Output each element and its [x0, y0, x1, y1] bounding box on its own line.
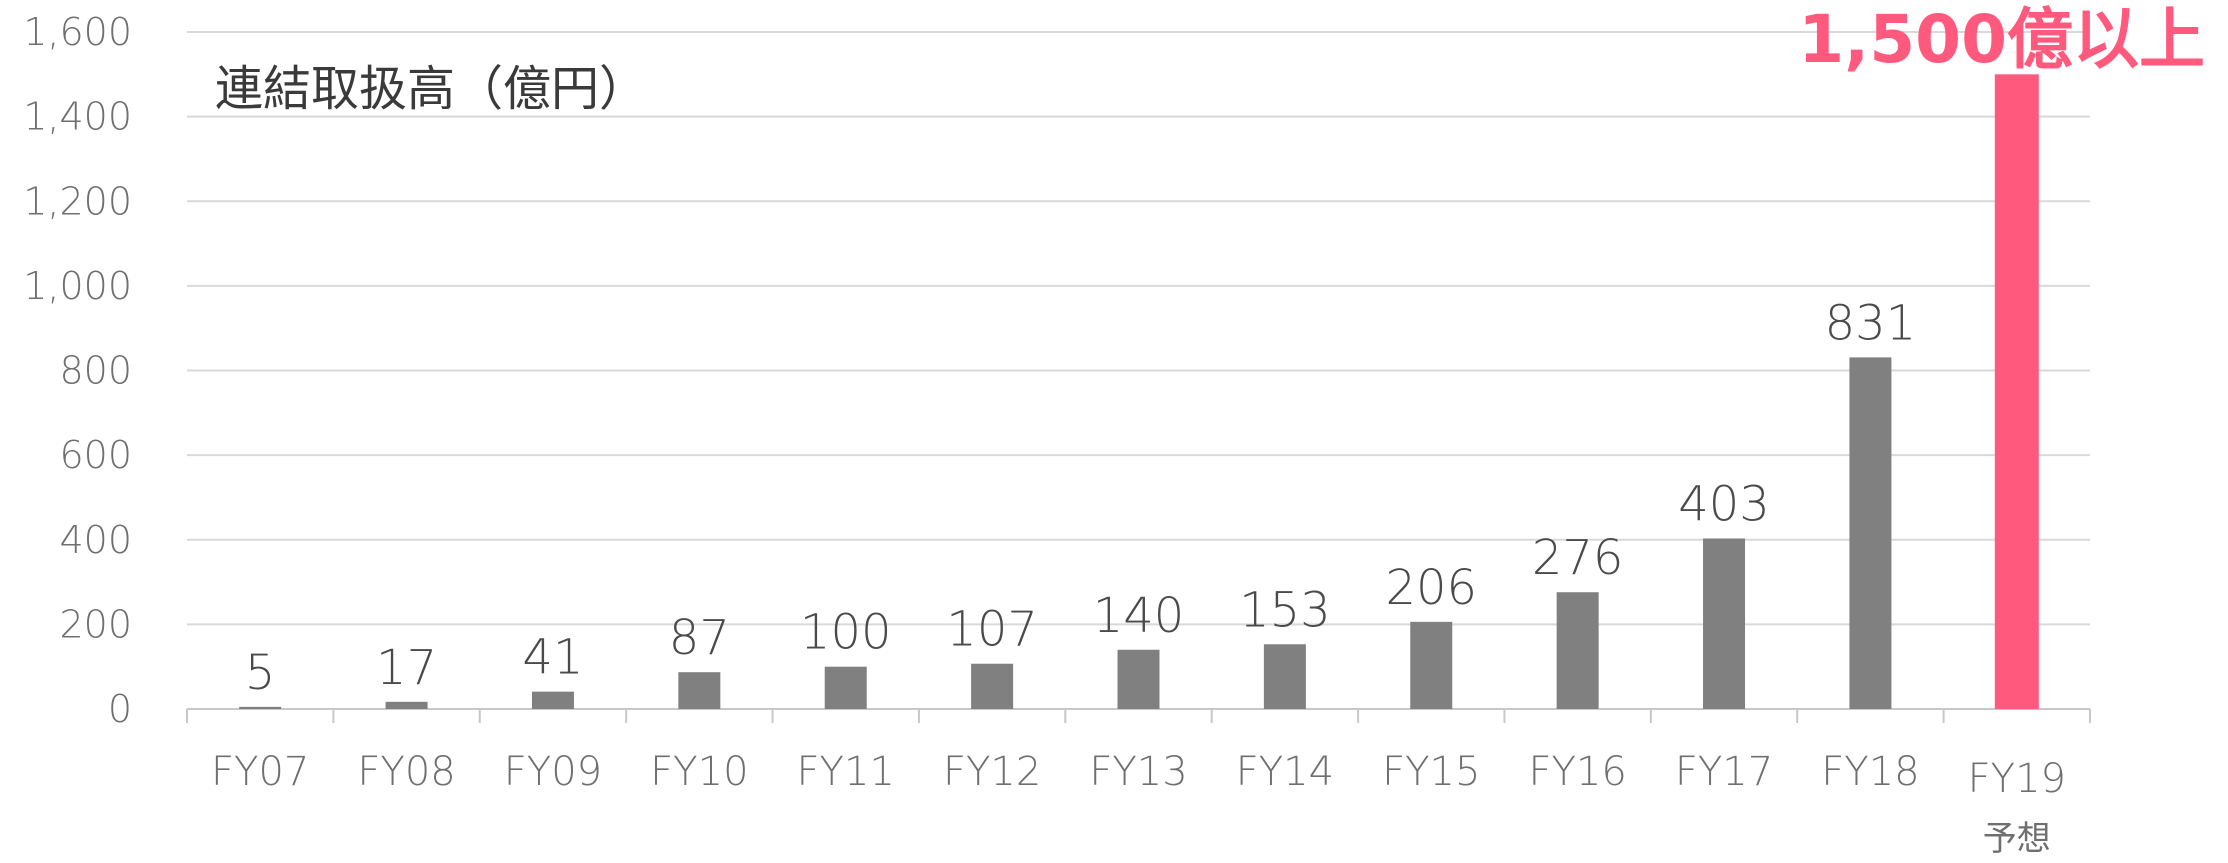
forecast-callout: 1,500億以上 [1798, 1, 2205, 78]
y-tick-label: 1,400 [23, 95, 132, 139]
bar-FY19 [1994, 74, 2039, 709]
x-label-FY17: FY17 [1675, 749, 1773, 795]
x-label-FY11: FY11 [797, 749, 895, 795]
x-label-FY18: FY18 [1821, 749, 1919, 795]
x-label-FY14: FY14 [1236, 749, 1334, 795]
bar-FY09 [531, 691, 574, 709]
bar-FY17 [1703, 538, 1746, 709]
y-tick-label: 600 [59, 433, 132, 477]
data-label-FY17: 403 [1678, 476, 1770, 532]
x-label-FY13: FY13 [1089, 749, 1187, 795]
x-label-FY12: FY12 [943, 749, 1041, 795]
y-tick-label: 1,000 [23, 264, 132, 308]
x-label-FY15: FY15 [1382, 749, 1480, 795]
data-label-FY12: 107 [946, 602, 1038, 658]
data-label-FY15: 206 [1385, 560, 1477, 616]
data-label-FY14: 153 [1239, 582, 1331, 638]
bar-FY15 [1410, 621, 1453, 709]
y-tick-label: 400 [59, 518, 132, 562]
y-tick-label: 200 [59, 602, 132, 646]
x-label-FY16: FY16 [1528, 749, 1626, 795]
data-label-FY11: 100 [800, 605, 892, 661]
bar-FY08 [385, 701, 428, 709]
x-label-FY19: FY19 [1968, 756, 2066, 802]
data-label-FY10: 87 [669, 610, 730, 666]
chart-title: 連結取扱高（億円） [215, 61, 647, 117]
bar-FY07 [239, 706, 282, 709]
bar-FY14 [1263, 644, 1306, 709]
x-axis-ticks: FY07 FY08 FY09 FY10 FY11 FY12 FY13 FY14 FY15 FY16… [186, 709, 2091, 859]
x-label-FY07: FY07 [211, 749, 309, 795]
bar-FY12 [971, 663, 1014, 709]
bar-FY13 [1117, 649, 1160, 709]
x-sublabel-FY19: 予想 [1983, 819, 2051, 859]
bar-FY10 [678, 672, 721, 709]
x-label-FY08: FY08 [357, 749, 455, 795]
data-label-FY16: 276 [1532, 530, 1624, 586]
data-label-FY18: 831 [1825, 295, 1917, 351]
y-tick-label: 800 [59, 349, 132, 393]
bar-FY16 [1556, 592, 1599, 709]
x-label-FY09: FY09 [504, 749, 602, 795]
y-axis-ticks: 0 200 400 600 800 1,000 1,200 1,400 1,600 [23, 10, 132, 731]
bar-FY11 [824, 666, 867, 709]
data-label-FY08: 17 [376, 640, 437, 696]
data-label-FY09: 41 [522, 630, 583, 686]
y-tick-label: 1,600 [23, 10, 132, 54]
bar-FY18 [1849, 357, 1892, 709]
y-tick-label: 0 [108, 687, 132, 731]
x-label-FY10: FY10 [650, 749, 748, 795]
gridlines [187, 31, 2090, 710]
data-label-FY13: 140 [1093, 588, 1185, 644]
bars: 5 17 41 87 100 107 140 153 206 276 403 831 [239, 74, 2039, 709]
y-tick-label: 1,200 [23, 179, 132, 223]
data-label-FY07: 5 [245, 645, 276, 701]
